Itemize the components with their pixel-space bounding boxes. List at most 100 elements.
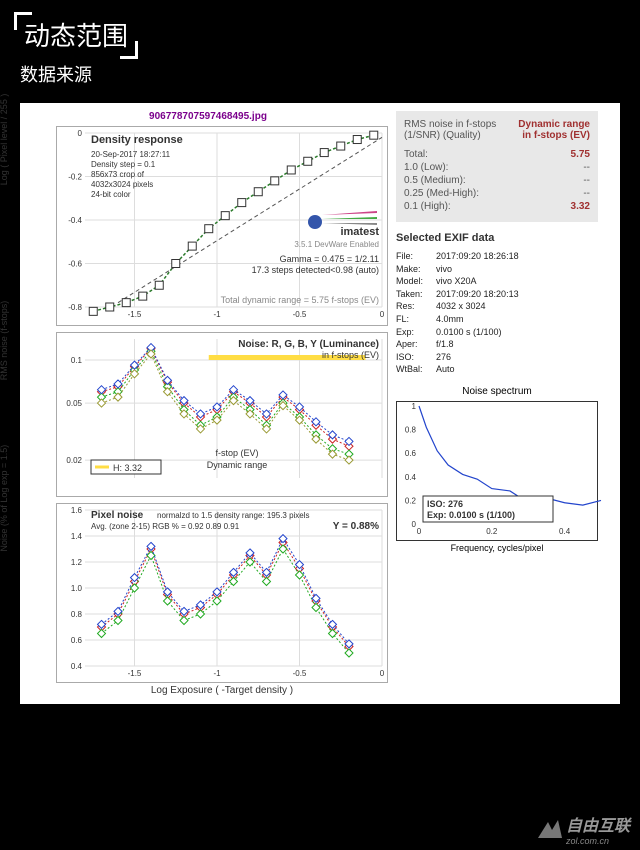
svg-text:0.6: 0.6: [71, 636, 83, 645]
exif-val: 2017:09:20 18:26:18: [436, 250, 519, 263]
exif-key: Exp:: [396, 326, 436, 339]
svg-text:-1: -1: [213, 669, 221, 678]
svg-text:1.0: 1.0: [71, 584, 83, 593]
image-filename: 906778707597468495.jpg: [28, 111, 388, 122]
exif-table: File:2017:09:20 18:26:18Make:vivoModel:v…: [396, 250, 598, 376]
svg-text:20-Sep-2017 18:27:11: 20-Sep-2017 18:27:11: [91, 150, 171, 159]
chart2-svg: 0.02 0.05 0.1 Noise: R, G, B, Y (Luminance)…: [57, 333, 387, 496]
exif-key: Taken:: [396, 288, 436, 301]
svg-text:Noise: R, G, B, Y (Luminance): Noise: R, G, B, Y (Luminance): [238, 339, 379, 350]
spectrum-xlabel: Frequency, cycles/pixel: [396, 543, 598, 553]
svg-text:0.05: 0.05: [66, 399, 82, 408]
svg-text:24-bit color: 24-bit color: [91, 190, 131, 199]
exif-key: File:: [396, 250, 436, 263]
svg-text:0.4: 0.4: [71, 662, 83, 671]
svg-text:0.8: 0.8: [405, 426, 417, 435]
right-column: RMS noise in f-stops (1/SNR) (Quality) D…: [388, 111, 598, 696]
svg-text:1: 1: [412, 402, 417, 411]
svg-text:0: 0: [417, 527, 422, 536]
svg-text:imatest: imatest: [340, 226, 379, 238]
svg-text:0: 0: [78, 129, 83, 138]
spectrum-chart: 00.20.400.20.40.60.81ISO: 276Exp: 0.0100…: [396, 401, 598, 541]
svg-text:0: 0: [380, 310, 385, 319]
exif-key: Aper:: [396, 338, 436, 351]
info-label: 0.1 (High):: [404, 201, 451, 212]
svg-text:-0.4: -0.4: [68, 216, 82, 225]
exif-val: 4.0mm: [436, 313, 464, 326]
svg-text:Density step = 0.1: Density step = 0.1: [91, 160, 156, 169]
svg-text:Y = 0.88%: Y = 0.88%: [333, 521, 379, 532]
exif-key: ISO:: [396, 351, 436, 364]
info-value: --: [583, 188, 590, 199]
info-value: 3.32: [571, 201, 590, 212]
svg-text:0.4: 0.4: [405, 473, 417, 482]
exif-val: 4032 x 3024: [436, 300, 486, 313]
chart1-ylabel: Log ( Pixel level / 255 ): [0, 94, 9, 186]
exif-header: Selected EXIF data: [396, 232, 598, 244]
svg-text:3.5.1 DevWare Enabled: 3.5.1 DevWare Enabled: [294, 240, 379, 249]
header: 动态范围 数据来源: [0, 0, 640, 95]
title-wrap: 动态范围: [20, 14, 132, 55]
chart3-svg: -1.5 -1 -0.5 0 0.4 0.6 0.8 1.0 1.2 1.4 1.6 Pixel no…: [57, 504, 387, 682]
infobox-hdr-right: Dynamic range in f-stops (EV): [512, 119, 590, 141]
svg-text:0.6: 0.6: [405, 449, 417, 458]
svg-text:f-stop (EV): f-stop (EV): [215, 448, 258, 458]
svg-text:ISO: 276: ISO: 276: [427, 499, 463, 509]
exif-val: 276: [436, 351, 451, 364]
page-title: 动态范围: [20, 14, 132, 55]
svg-text:in f-stops (EV): in f-stops (EV): [322, 350, 379, 360]
svg-text:Pixel noise: Pixel noise: [91, 510, 144, 521]
info-label: 0.5 (Medium):: [404, 175, 466, 186]
svg-text:Gamma = 0.475 = 1/2.11: Gamma = 0.475 = 1/2.11: [280, 254, 379, 264]
spectrum-title: Noise spectrum: [396, 386, 598, 397]
svg-text:Density response: Density response: [91, 134, 183, 146]
svg-text:1.2: 1.2: [71, 558, 83, 567]
watermark-site: zol.com.cn: [566, 836, 630, 846]
watermark: 自由互联 zol.com.cn: [536, 812, 630, 846]
exif-key: WtBal:: [396, 363, 436, 376]
exif-key: Res:: [396, 300, 436, 313]
info-value: --: [583, 175, 590, 186]
left-column: 906778707597468495.jpg Log ( Pixel level…: [28, 111, 388, 696]
exif-val: 2017:09:20 18:20:13: [436, 288, 519, 301]
page-subtitle: 数据来源: [20, 61, 620, 87]
exif-val: vivo X20A: [436, 275, 477, 288]
svg-text:-0.5: -0.5: [293, 669, 307, 678]
chart3-xlabel: Log Exposure ( -Target density ): [56, 685, 388, 696]
exif-val: 0.0100 s (1/100): [436, 326, 502, 339]
svg-text:856x73 crop of: 856x73 crop of: [91, 170, 145, 179]
corner-br: [120, 41, 138, 59]
svg-text:H: 3.32: H: 3.32: [113, 463, 142, 473]
exif-val: f/1.8: [436, 338, 454, 351]
dynamic-range-box: RMS noise in f-stops (1/SNR) (Quality) D…: [396, 111, 598, 222]
info-label: 1.0 (Low):: [404, 162, 448, 173]
svg-text:4032x3024 pixels: 4032x3024 pixels: [91, 180, 153, 189]
chart-density: Log ( Pixel level / 255 ) -1.5-1-0.50-0.…: [28, 126, 388, 326]
info-label: Total:: [404, 149, 428, 160]
svg-text:17.3 steps detected<0.98 (auto: 17.3 steps detected<0.98 (auto): [252, 265, 379, 275]
svg-text:-1: -1: [213, 310, 221, 319]
svg-text:1.4: 1.4: [71, 532, 83, 541]
svg-text:-1.5: -1.5: [128, 310, 142, 319]
svg-text:normalzd to 1.5 density range:: normalzd to 1.5 density range: 195.3 pix…: [157, 511, 310, 520]
exif-key: Model:: [396, 275, 436, 288]
svg-text:0: 0: [412, 520, 417, 529]
svg-text:0.8: 0.8: [71, 610, 83, 619]
svg-text:-1.5: -1.5: [128, 669, 142, 678]
exif-val: vivo: [436, 263, 452, 276]
svg-text:0.02: 0.02: [66, 456, 82, 465]
chart2-ylabel: RMS noise (f-stops): [0, 300, 9, 380]
svg-text:Dynamic range: Dynamic range: [207, 460, 268, 470]
svg-text:-0.5: -0.5: [293, 310, 307, 319]
watermark-brand: 自由互联: [566, 812, 630, 836]
svg-text:1.6: 1.6: [71, 506, 83, 515]
chart-noise: RMS noise (f-stops) 0.020.050.1Noise: R,…: [28, 332, 388, 497]
infobox-hdr-left: RMS noise in f-stops (1/SNR) (Quality): [404, 119, 506, 141]
svg-text:0: 0: [380, 669, 385, 678]
svg-text:0.1: 0.1: [71, 356, 83, 365]
chart1-svg: -1.5-1-0.50-0.8-0.6-0.4-0.20Density resp…: [57, 127, 387, 325]
svg-text:Avg. (zone 2-15) RGB % = 0.92: Avg. (zone 2-15) RGB % = 0.92 0.89 0.91: [91, 522, 240, 531]
exif-key: Make:: [396, 263, 436, 276]
exif-key: FL:: [396, 313, 436, 326]
svg-text:-0.8: -0.8: [68, 303, 82, 312]
